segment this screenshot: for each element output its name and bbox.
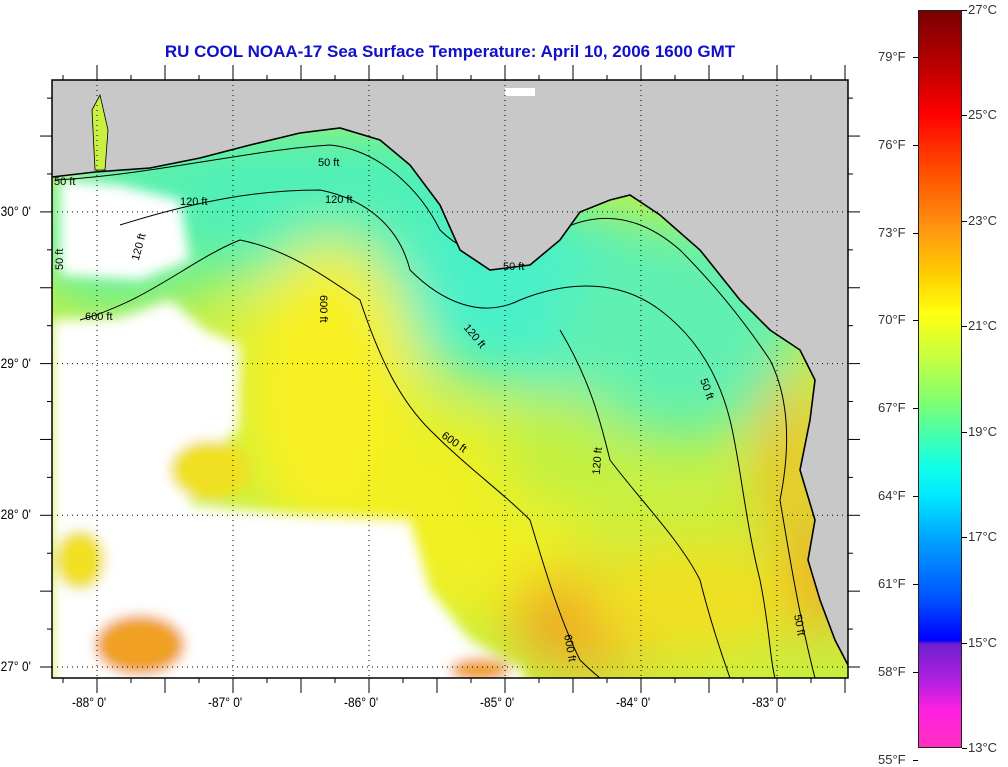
celsius-tick <box>962 115 967 117</box>
longitude-label: -85° 0' <box>480 694 515 710</box>
contour-label: 120 ft <box>180 196 208 208</box>
fahrenheit-tick <box>913 232 918 234</box>
latitude-label: 30° 0' <box>0 202 31 219</box>
mobile-bay <box>91 93 109 171</box>
fahrenheit-tick <box>913 759 918 761</box>
fahrenheit-label: 73°F <box>878 224 906 240</box>
contour-label: 50 ft <box>54 249 66 270</box>
celsius-tick <box>962 537 967 539</box>
longitude-label: -83° 0' <box>752 694 787 710</box>
contour-label: 600 ft <box>85 311 113 323</box>
celsius-tick <box>962 220 967 222</box>
latitude-label: 29° 0' <box>0 354 31 371</box>
celsius-label: 21°C <box>968 318 998 334</box>
celsius-tick <box>962 748 967 749</box>
contour-label: 50 ft <box>318 157 339 169</box>
celsius-label: 15°C <box>968 634 998 650</box>
contour-label: 50 ft <box>791 614 807 637</box>
latitude-label: 27° 0' <box>0 658 31 674</box>
fahrenheit-label: 64°F <box>878 488 906 504</box>
fahrenheit-label: 58°F <box>878 663 906 679</box>
contour-label: 120 ft <box>325 194 353 206</box>
fahrenheit-label: 70°F <box>878 312 906 328</box>
contour-label: 120 ft <box>591 447 605 475</box>
bathymetry-contours <box>54 144 816 678</box>
contour-label: 50 ft <box>503 261 524 273</box>
fahrenheit-label: 76°F <box>878 136 906 152</box>
fahrenheit-label: 79°F <box>878 48 906 64</box>
land-mass <box>52 80 848 665</box>
celsius-label: 13°C <box>968 740 998 755</box>
map-title: RU COOL NOAA-17 Sea Surface Temperature:… <box>164 42 736 61</box>
fahrenheit-label: 67°F <box>878 400 906 416</box>
celsius-label: 25°C <box>968 107 998 123</box>
celsius-tick <box>962 642 967 644</box>
longitude-label: -84° 0' <box>616 694 651 710</box>
fahrenheit-tick <box>913 320 918 322</box>
celsius-label: 17°C <box>968 529 998 545</box>
cloud-mask <box>52 180 525 678</box>
contour-label: 50 ft <box>54 176 75 188</box>
longitude-label: -88° 0' <box>72 694 107 710</box>
longitude-label: -87° 0' <box>208 694 243 710</box>
celsius-label: 23°C <box>968 212 998 228</box>
fahrenheit-tick <box>913 144 918 146</box>
celsius-tick <box>962 431 967 433</box>
temperature-colorbar <box>918 10 962 748</box>
celsius-tick <box>962 326 967 328</box>
contour-label: 600 ft <box>561 634 578 663</box>
fahrenheit-tick <box>913 496 918 498</box>
fahrenheit-label: 61°F <box>878 576 906 591</box>
cloud-patch <box>505 88 535 96</box>
fahrenheit-tick <box>913 584 918 585</box>
fahrenheit-tick <box>913 408 918 410</box>
celsius-tick <box>962 10 967 11</box>
fahrenheit-label: 55°F <box>878 751 906 767</box>
contour-label: 600 ft <box>317 295 329 323</box>
fahrenheit-tick <box>913 56 918 58</box>
coastline <box>52 127 848 666</box>
fahrenheit-tick <box>913 671 918 673</box>
latitude-label: 28° 0' <box>0 506 31 523</box>
celsius-label: 19°C <box>968 423 998 439</box>
longitude-label: -86° 0' <box>344 694 379 710</box>
celsius-label: 27°C <box>968 2 998 17</box>
axis-ticks <box>40 65 860 693</box>
map-frame <box>51 79 849 679</box>
